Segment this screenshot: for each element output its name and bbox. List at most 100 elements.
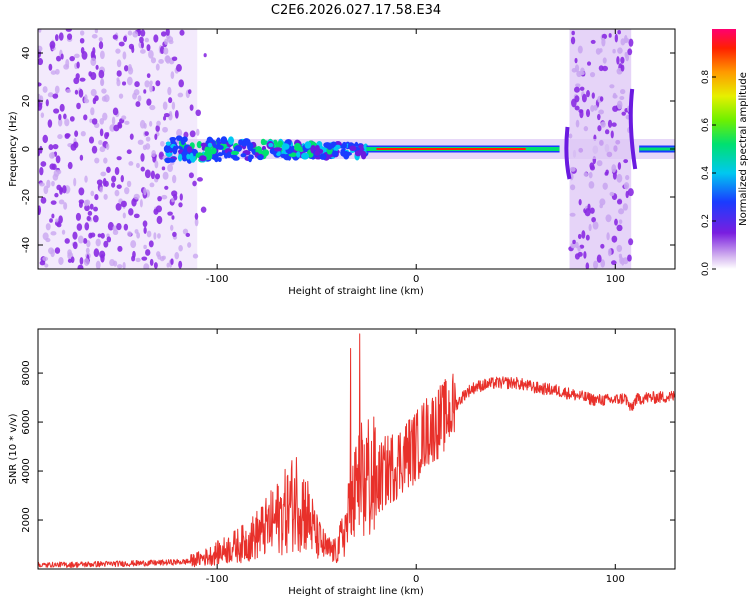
noise-blob (164, 55, 171, 63)
noise-blob (155, 80, 161, 87)
noise-blob (84, 222, 90, 231)
noise-blob (58, 199, 65, 205)
noise-blob (45, 223, 51, 231)
noise-blob (87, 210, 93, 216)
noise-blob (148, 50, 154, 59)
noise-blob (54, 247, 61, 254)
noise-blob (91, 34, 98, 39)
noise-blob (600, 121, 606, 128)
noise-blob (150, 170, 155, 180)
noise-blob (92, 47, 96, 55)
signal-blob (226, 151, 232, 159)
noise-blob (153, 34, 159, 43)
signal-blob (175, 135, 183, 141)
noise-blob (616, 198, 623, 205)
noise-blob (83, 237, 88, 244)
noise-blob (577, 233, 582, 240)
noise-blob (627, 254, 632, 262)
signal-blob (186, 146, 193, 153)
noise-blob (182, 228, 189, 235)
noise-blob (141, 256, 148, 261)
noise-blob (143, 187, 147, 196)
noise-blob (101, 88, 107, 94)
noise-blob (592, 260, 599, 269)
snr-series-line (38, 333, 675, 568)
colorbar: 0.0 0.2 0.4 0.6 0.8 Normalized spectral ampl… (701, 29, 749, 276)
noise-blob (99, 146, 106, 153)
signal-blob (360, 150, 367, 160)
noise-blob (149, 80, 153, 86)
noise-blob (620, 56, 625, 64)
noise-blob (579, 109, 584, 119)
signal-blob (293, 142, 302, 152)
noise-blob (99, 78, 105, 87)
colorbar-tick-label: 0.0 (701, 262, 711, 277)
noise-blob (113, 124, 120, 132)
noise-blob (52, 143, 59, 150)
noise-blob (164, 185, 169, 190)
noise-blob (116, 59, 122, 68)
noise-blob (112, 34, 118, 40)
signal-blob (301, 152, 309, 160)
noise-blob (143, 226, 147, 234)
noise-blob (607, 248, 612, 257)
noise-blob (90, 232, 96, 238)
colorbar-tick-label: 0.4 (701, 166, 711, 181)
noise-blob (94, 194, 99, 201)
noise-blob (129, 133, 134, 140)
noise-blob (65, 89, 72, 94)
noise-blob (146, 230, 152, 238)
noise-blob (608, 33, 612, 38)
spectrogram-ytick-label: 0 (21, 146, 32, 152)
noise-blob (134, 81, 140, 88)
noise-blob (62, 185, 67, 194)
colorbar-tick-label: 0.8 (701, 70, 711, 85)
noise-blob (623, 159, 629, 164)
noise-blob (610, 130, 614, 139)
noise-blob (178, 245, 183, 252)
noise-blob (121, 115, 127, 120)
noise-blob (81, 51, 88, 60)
snr-y-label: SNR (10 * v/v) (8, 413, 19, 484)
noise-blob (54, 34, 59, 42)
noise-blob (155, 63, 160, 71)
noise-blob (163, 47, 169, 55)
noise-blob (592, 221, 599, 230)
noise-blob (44, 263, 49, 268)
noise-blob (616, 56, 620, 65)
noise-blob (116, 79, 121, 87)
signal-blob (198, 155, 207, 162)
noise-blob (90, 107, 95, 116)
noise-blob (572, 239, 576, 245)
noise-blob (574, 57, 578, 64)
noise-blob (187, 242, 192, 248)
noise-blob (628, 38, 634, 47)
noise-blob (57, 134, 63, 140)
noise-blob (167, 36, 174, 43)
noise-blob (72, 231, 78, 240)
noise-blob (178, 79, 184, 88)
noise-blob (51, 163, 57, 170)
signal-blob (200, 142, 207, 148)
noise-blob (106, 236, 112, 243)
noise-blob (63, 113, 67, 120)
signal-blob (349, 145, 357, 152)
noise-blob (618, 219, 623, 225)
noise-blob (92, 214, 99, 223)
noise-blob (84, 204, 90, 212)
noise-blob (104, 180, 109, 187)
noise-blob (173, 193, 178, 201)
signal-blob (233, 145, 243, 152)
noise-blob (76, 102, 81, 110)
signal-blob (216, 137, 221, 146)
noise-blob (196, 177, 203, 182)
signal-blob (341, 141, 348, 149)
signal-line-core (376, 148, 526, 150)
noise-blob (171, 197, 175, 203)
snr-xtick-label: 0 (413, 574, 419, 585)
noise-blob (105, 143, 110, 151)
noise-blob (103, 240, 109, 248)
noise-blob (587, 203, 591, 211)
noise-blob (42, 134, 49, 144)
noise-blob (77, 264, 84, 269)
